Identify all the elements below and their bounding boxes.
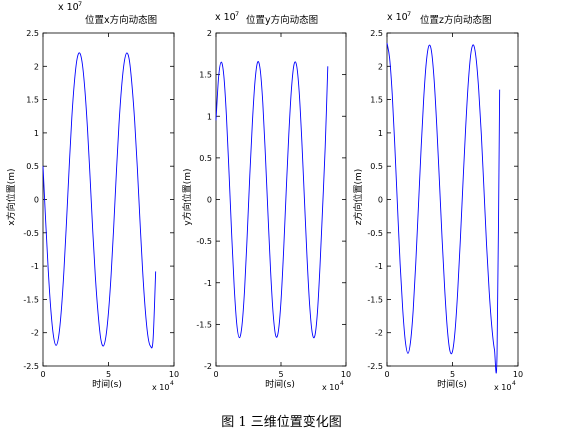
chart-z-ylabel: z方向位置(m) xyxy=(352,169,364,226)
chart-z-title: 位置z方向动态图 xyxy=(420,14,492,26)
chart-y-ytick-label: 1.5 xyxy=(199,71,212,80)
chart-y-title-exponent: x 10 xyxy=(215,12,236,23)
chart-z-ytick-label: -0.5 xyxy=(367,229,383,238)
chart-x-ytick-label: -2.5 xyxy=(23,362,39,371)
chart-x-ytick-label: 2 xyxy=(34,62,39,71)
chart-y-ytick-label: 2 xyxy=(207,29,212,38)
chart-x-ytick-label: -0.5 xyxy=(23,229,39,238)
figure-caption: 图 1 三维位置变化图 xyxy=(221,415,342,430)
chart-z-ytick-label: -1.5 xyxy=(367,295,383,304)
chart-y-title: 位置y方向动态图 xyxy=(246,14,318,26)
chart-z-ytick-label: 2 xyxy=(378,62,383,71)
chart-x-ytick-label: 0.5 xyxy=(26,162,39,171)
chart-x-ytick-label: 2.5 xyxy=(26,29,39,38)
chart-x-xexponent: x 10 xyxy=(152,383,169,392)
chart-z-ytick-label: 1 xyxy=(378,129,383,138)
chart-z-ytick-label: -2.5 xyxy=(367,362,383,371)
chart-y-xexponent: x 10 xyxy=(322,383,339,392)
chart-y-ytick-label: 0.5 xyxy=(199,154,212,163)
chart-z-xexponent: x 10 xyxy=(494,383,511,392)
chart-z-xexponent-power: 4 xyxy=(512,380,516,387)
chart-z-ytick-label: -2 xyxy=(375,329,383,338)
chart-y-xtick-label: 0 xyxy=(213,370,218,379)
x-position-chart: x 10 7 位置x方向动态图 x方向位置(m) 时间(s) x 10 4 2.… xyxy=(5,0,179,392)
z-position-chart: x 10 7 位置z方向动态图 z方向位置(m) 时间(s) x 10 4 2.… xyxy=(352,10,523,392)
chart-y-xtick-label: 10 xyxy=(341,370,351,379)
chart-y-xlabel: 时间(s) xyxy=(265,378,295,390)
chart-z-ytick-label: -1 xyxy=(375,262,383,271)
chart-y-title-exponent-power: 7 xyxy=(235,10,239,18)
chart-y-xtick-label: 5 xyxy=(278,370,283,379)
chart-z-ytick-label: 0 xyxy=(378,196,383,205)
chart-z-ytick-label: 2.5 xyxy=(370,29,383,38)
chart-y-axes-box xyxy=(215,32,347,367)
chart-y-ytick-label: 0 xyxy=(207,196,212,205)
chart-z-title-exponent-power: 7 xyxy=(407,10,411,18)
chart-x-title-exponent-power: 7 xyxy=(78,0,82,8)
chart-z-xtick-label: 10 xyxy=(513,370,523,379)
chart-y-ylabel: y方向位置(m) xyxy=(181,168,193,225)
chart-z-ytick-label: 1.5 xyxy=(370,96,383,105)
chart-z-xlabel: 时间(s) xyxy=(437,378,467,390)
chart-y-series-line xyxy=(215,61,329,339)
chart-y-ytick-label: -2 xyxy=(204,362,212,371)
chart-y-ytick-label: -1 xyxy=(204,279,212,288)
chart-z-title-exponent: x 10 xyxy=(387,12,408,23)
chart-x-ytick-label: -2 xyxy=(31,329,39,338)
chart-z-xtick-label: 0 xyxy=(384,370,389,379)
chart-x-ytick-label: 0 xyxy=(34,196,39,205)
chart-x-xtick-label: 5 xyxy=(106,370,111,379)
chart-x-xexponent-power: 4 xyxy=(170,380,174,387)
chart-z-series-line xyxy=(386,42,501,374)
chart-x-ytick-label: 1.5 xyxy=(26,96,39,105)
chart-x-title: 位置x方向动态图 xyxy=(85,14,157,26)
chart-y-xexponent-power: 4 xyxy=(340,380,344,387)
chart-x-title-exponent: x 10 xyxy=(58,2,79,13)
chart-y-ytick-label: -1.5 xyxy=(196,320,212,329)
chart-y-ytick-label: 1 xyxy=(207,112,212,121)
chart-z-xtick-label: 5 xyxy=(450,370,455,379)
chart-z-ytick-label: 0.5 xyxy=(370,162,383,171)
figure-canvas: x 10 7 位置x方向动态图 x方向位置(m) 时间(s) x 10 4 2.… xyxy=(5,0,523,392)
y-position-chart: x 10 7 位置y方向动态图 y方向位置(m) 时间(s) x 10 4 2 1… xyxy=(181,10,351,392)
chart-x-xlabel: 时间(s) xyxy=(92,378,122,390)
chart-x-ylabel: x方向位置(m) xyxy=(5,168,17,225)
chart-x-series-line xyxy=(42,52,157,349)
chart-x-xtick-label: 10 xyxy=(169,370,179,379)
chart-x-ytick-label: 1 xyxy=(34,129,39,138)
chart-x-xtick-label: 0 xyxy=(40,370,45,379)
chart-y-ytick-label: -0.5 xyxy=(196,237,212,246)
chart-x-ytick-label: -1.5 xyxy=(23,295,39,304)
chart-x-ytick-label: -1 xyxy=(31,262,39,271)
